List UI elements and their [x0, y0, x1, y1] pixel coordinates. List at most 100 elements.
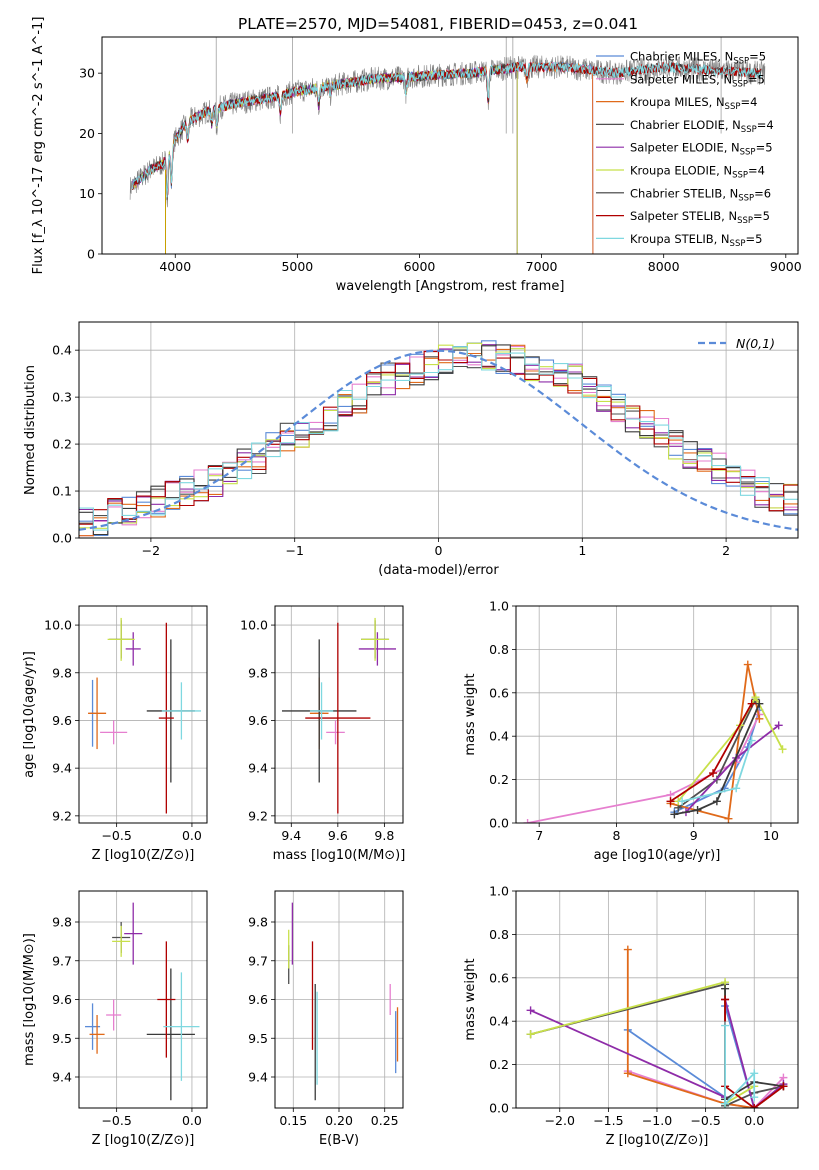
point-marker — [712, 797, 721, 806]
histogram-step-line — [79, 344, 798, 536]
x-tick-label: −0.5 — [101, 1113, 131, 1128]
y-axis-label: mass weight — [463, 958, 478, 1040]
normal-curve — [79, 349, 798, 531]
plot-area — [288, 902, 399, 1101]
point-marker — [666, 797, 675, 806]
y-tick-label: 9.2 — [248, 808, 268, 823]
massweight-vs-age-panel: 7 8 9 10 0.0 0.2 0.4 0.6 0.8 1.0 age [log10(age/yr… — [463, 599, 799, 863]
point-marker — [693, 805, 702, 814]
axes-frame — [78, 890, 208, 1109]
y-axis-label: mass [log10(M/M⊙)] — [22, 933, 37, 1066]
x-tick-label: 0.0 — [182, 828, 202, 843]
legend-subscript: SSP — [740, 148, 756, 158]
x-axis-label: Z [log10(Z/Z⊙)] — [92, 1133, 195, 1148]
legend-entry-rest: =4 — [748, 164, 765, 178]
model-spectrum-line — [132, 61, 594, 254]
spectrum-data-line — [129, 54, 766, 208]
legend-entry-rest: =4 — [757, 118, 774, 132]
figure-title: PLATE=2570, MJD=54081, FIBERID=0453, z=0… — [238, 15, 638, 33]
mass-weight-line — [527, 714, 761, 823]
legend-subscript: SSP — [738, 193, 754, 203]
point-marker — [747, 736, 756, 745]
age-vs-mass-panel: 9.4 9.6 9.8 9.2 9.4 9.6 9.8 10.0 mass [log10(M/M… — [240, 605, 405, 863]
y-tick-label: 0.2 — [52, 437, 72, 452]
x-tick-label: −1.5 — [593, 1113, 623, 1128]
axes-frame — [274, 605, 404, 824]
legend-entry: N(0,1) — [736, 336, 775, 351]
y-tick-label: 9.6 — [248, 713, 268, 728]
legend-entry: Kroupa STELIB, NSSP=5 — [630, 232, 762, 249]
x-axis-label: (data-model)/error — [378, 563, 499, 578]
y-tick-label: 20 — [79, 126, 95, 141]
y-tick-label: 9.8 — [52, 915, 72, 930]
y-tick-label: 10 — [79, 186, 95, 201]
x-axis-label: Z [log10(Z/Z⊙)] — [92, 848, 195, 863]
x-axis-label: E(B-V) — [319, 1133, 359, 1148]
axes-frame — [78, 605, 208, 824]
legend-subscript: SSP — [730, 239, 746, 249]
x-tick-label: 1 — [578, 543, 586, 558]
y-tick-label: 9.6 — [52, 992, 72, 1007]
point-marker — [670, 810, 679, 819]
y-axis-label: Normed distribution — [23, 365, 38, 495]
model-spectrum-line — [132, 61, 594, 254]
y-tick-label: 9.4 — [52, 1070, 72, 1085]
y-axis-label: Flux [f_λ 10^-17 erg cm^-2 s^-1 A^-1] — [31, 17, 46, 275]
x-tick-label: 0.25 — [371, 1113, 399, 1128]
x-tick-label: 7000 — [526, 259, 558, 274]
mass-weight-line — [670, 664, 761, 820]
point-marker — [732, 784, 741, 793]
plot-area — [523, 660, 787, 823]
plot-area — [85, 902, 200, 1101]
y-tick-label: 9.4 — [248, 761, 268, 776]
mass-vs-metallicity-panel: −0.5 0.0 9.4 9.5 9.6 9.7 9.8 Z [log10(Z/Z⊙)] mas… — [22, 890, 208, 1148]
y-tick-label: 9.7 — [52, 953, 72, 968]
legend-entry-rest: =5 — [748, 72, 765, 86]
x-tick-label: 8000 — [648, 259, 680, 274]
y-tick-label: 9.7 — [248, 953, 268, 968]
plot-area — [88, 617, 201, 814]
axes-frame — [78, 321, 799, 539]
legend-subscript: SSP — [732, 171, 748, 181]
y-axis-label: mass weight — [463, 673, 478, 755]
legend-subscript: SSP — [732, 79, 748, 89]
legend-subscript: SSP — [737, 216, 753, 226]
point-marker — [750, 1093, 759, 1102]
legend-entry-rest: =4 — [740, 95, 757, 109]
y-tick-label: 9.2 — [52, 808, 72, 823]
x-axis-label: age [log10(age/yr)] — [594, 848, 721, 863]
y-tick-label: 0.6 — [489, 970, 509, 985]
y-tick-label: 9.6 — [248, 992, 268, 1007]
point-marker — [743, 660, 752, 669]
legend-entry: Salpeter ELODIE, NSSP=5 — [630, 141, 773, 158]
point-marker — [523, 819, 532, 823]
point-marker — [751, 693, 760, 702]
point-marker — [750, 1069, 759, 1078]
y-tick-label: 9.5 — [52, 1031, 72, 1046]
y-tick-label: 0.8 — [489, 642, 509, 657]
point-marker — [623, 1069, 632, 1078]
y-axis-label: age [log10(age/yr)] — [22, 651, 37, 778]
point-marker — [526, 1030, 535, 1039]
mass-vs-ebv-panel: 0.15 0.20 0.25 9.4 9.5 9.6 9.7 9.8 E(B-V) — [248, 890, 404, 1148]
mass-weight-line — [674, 703, 761, 816]
y-tick-label: 0.2 — [489, 772, 509, 787]
y-tick-label: 0.2 — [489, 1057, 509, 1072]
y-tick-label: 10.0 — [44, 618, 72, 633]
point-marker — [774, 721, 783, 730]
point-marker — [779, 1082, 788, 1091]
x-axis-label: Z [log10(Z/Z⊙)] — [606, 1133, 709, 1148]
legend-subscript: SSP — [741, 125, 757, 135]
x-tick-label: 4000 — [159, 259, 191, 274]
y-tick-label: 1.0 — [489, 599, 509, 614]
legend-entry: Chabrier STELIB, NSSP=6 — [630, 186, 771, 203]
x-tick-label: 2 — [722, 543, 730, 558]
y-tick-label: 9.8 — [248, 665, 268, 680]
x-tick-label: 6000 — [404, 259, 436, 274]
x-tick-label: 9.4 — [281, 828, 301, 843]
y-tick-label: 0 — [87, 247, 95, 262]
y-tick-label: 9.5 — [248, 1031, 268, 1046]
axes-frame — [274, 890, 404, 1109]
legend-entry-rest: =6 — [754, 186, 771, 200]
x-tick-label: 10 — [763, 828, 779, 843]
